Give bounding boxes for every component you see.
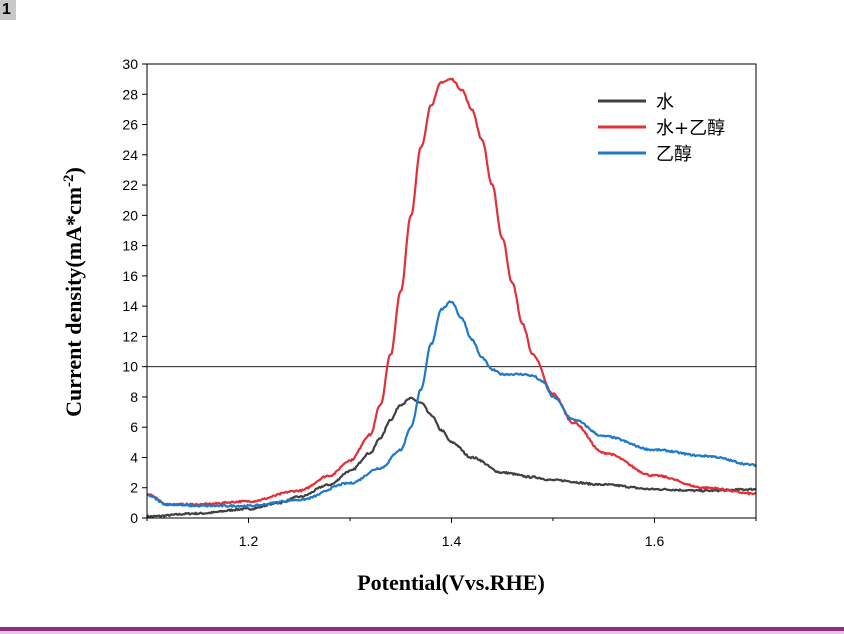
bottom-accent-bar-light bbox=[0, 631, 844, 634]
legend-label: 乙醇 bbox=[656, 144, 692, 165]
legend-label: 水 bbox=[656, 92, 674, 113]
y-tick-label: 16 bbox=[122, 268, 138, 284]
corner-label: 1 bbox=[0, 0, 16, 20]
x-tick-label: 1.6 bbox=[645, 533, 665, 549]
y-axis-label-main: Current density(mA*cm bbox=[61, 187, 86, 417]
y-axis-label-sup: -2 bbox=[61, 174, 77, 187]
x-tick-label: 1.4 bbox=[442, 533, 462, 549]
y-tick-label: 10 bbox=[122, 359, 138, 375]
bottom-accent-bar bbox=[0, 627, 844, 631]
series-layer bbox=[146, 77, 757, 519]
series-line-3 bbox=[146, 300, 757, 508]
y-axis-label: Current density(mA*cm-2) bbox=[61, 167, 86, 417]
y-tick-label: 8 bbox=[130, 389, 138, 405]
legend-label: 水+乙醇 bbox=[656, 118, 725, 139]
y-tick-label: 18 bbox=[122, 238, 138, 254]
y-tick-label: 22 bbox=[122, 177, 138, 193]
y-tick-label: 28 bbox=[122, 86, 138, 102]
y-tick-label: 4 bbox=[130, 449, 138, 465]
series-line-2 bbox=[146, 77, 757, 507]
y-tick-label: 26 bbox=[122, 117, 138, 133]
x-axis-label: Potential(Vvs.RHE) bbox=[357, 570, 545, 595]
y-tick-label: 2 bbox=[130, 480, 138, 496]
y-tick-label: 14 bbox=[122, 298, 138, 314]
y-tick-label: 20 bbox=[122, 207, 138, 223]
y-tick-label: 6 bbox=[130, 419, 138, 435]
x-tick-label: 1.2 bbox=[239, 533, 259, 549]
y-axis-label-end: ) bbox=[61, 167, 86, 174]
y-tick-label: 12 bbox=[122, 328, 138, 344]
y-tick-label: 0 bbox=[130, 510, 138, 526]
series-line-1 bbox=[146, 396, 757, 519]
y-tick-label: 24 bbox=[122, 147, 138, 163]
y-tick-label: 30 bbox=[122, 56, 138, 72]
